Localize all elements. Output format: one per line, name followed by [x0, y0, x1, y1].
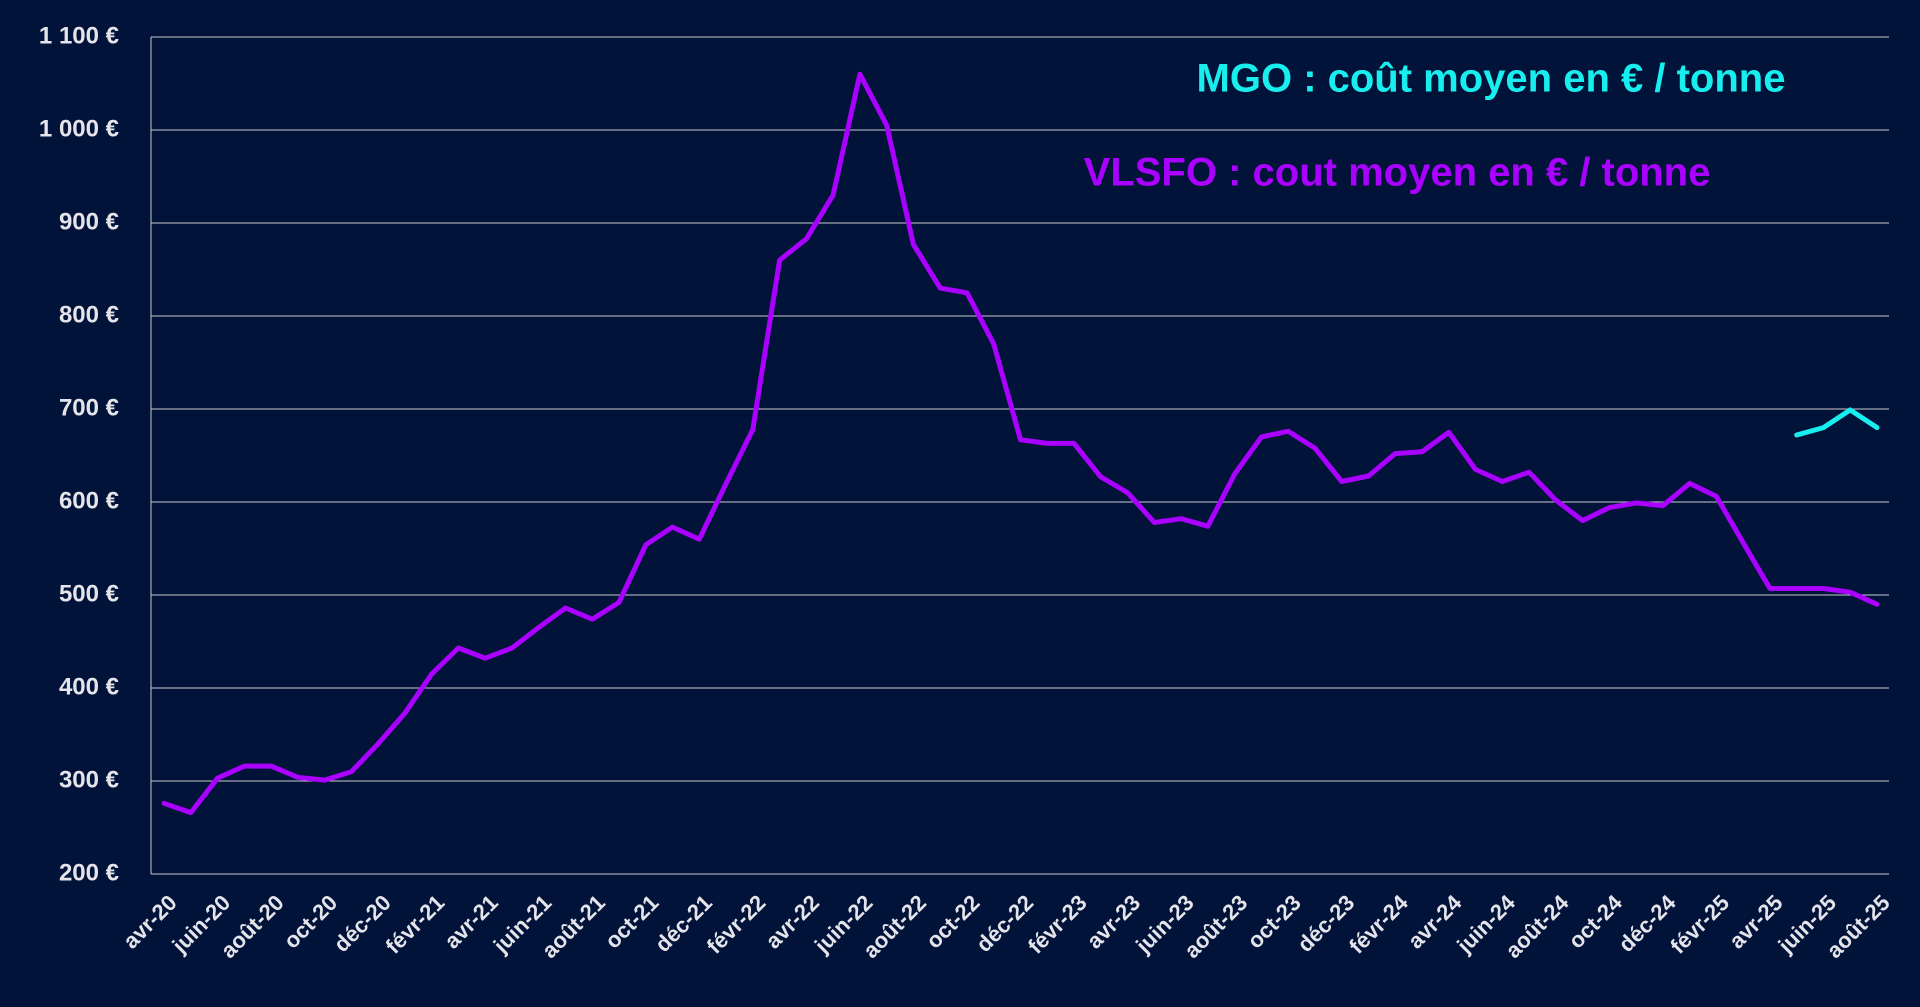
y-tick-label: 500 € — [59, 580, 119, 607]
y-tick-label: 200 € — [59, 859, 119, 886]
y-tick-label: 900 € — [59, 208, 119, 235]
y-tick-label: 400 € — [59, 673, 119, 700]
y-tick-label: 800 € — [59, 301, 119, 328]
y-tick-label: 300 € — [59, 766, 119, 793]
y-tick-label: 600 € — [59, 487, 119, 514]
series-line — [1794, 407, 1880, 438]
series-line — [161, 71, 1880, 816]
legend-entry: VLSFO : cout moyen en € / tonne — [1084, 151, 1711, 195]
y-tick-label: 1 000 € — [39, 115, 119, 142]
legend-entry: MGO : coût moyen en € / tonne — [1197, 57, 1786, 101]
y-tick-label: 700 € — [59, 394, 119, 421]
y-tick-label: 1 100 € — [39, 22, 119, 49]
